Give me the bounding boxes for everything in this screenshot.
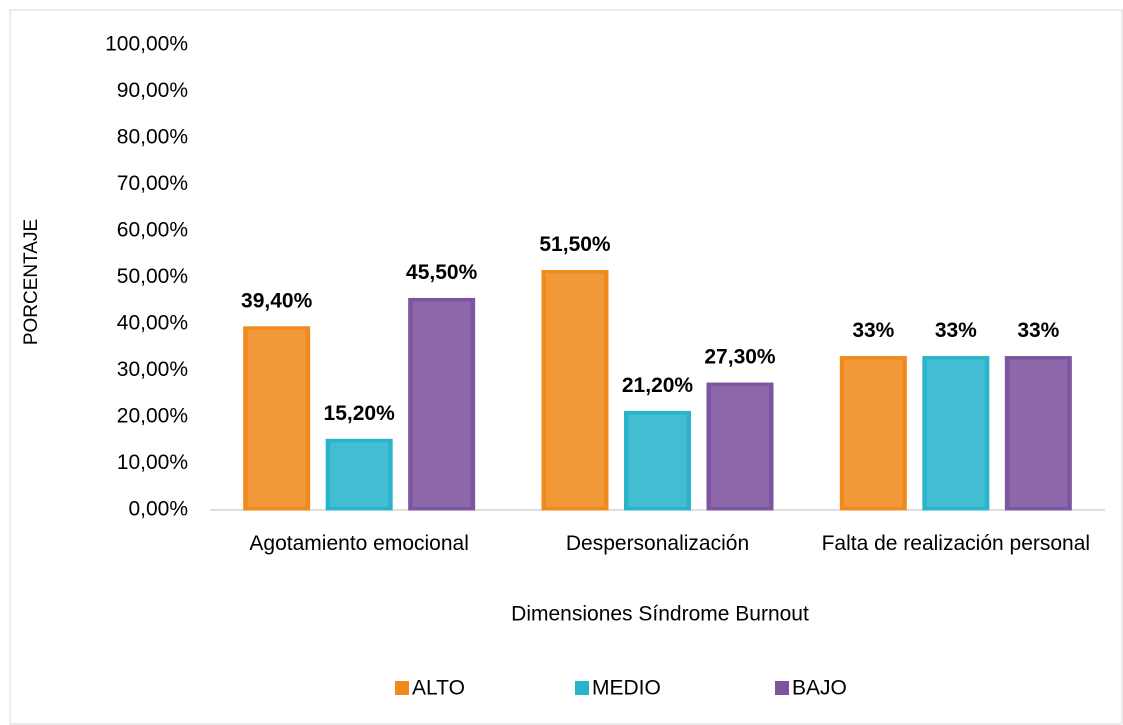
bar-highlight <box>1009 359 1068 507</box>
x-tick-label: Agotamiento emocional <box>249 532 469 555</box>
bar-highlight <box>247 329 306 507</box>
x-tick-label: Falta de realización personal <box>821 532 1091 555</box>
legend-label: BAJO <box>792 677 847 700</box>
legend-swatch <box>575 681 589 695</box>
bar <box>243 326 311 511</box>
legend-swatch <box>395 681 409 695</box>
data-label: 27,30% <box>704 346 776 369</box>
data-label: 51,50% <box>539 233 611 256</box>
bar <box>922 356 990 511</box>
bar <box>624 410 691 511</box>
data-label: 45,50% <box>406 261 478 284</box>
y-tick-label: 100,00% <box>105 33 188 56</box>
data-label: 15,20% <box>324 402 396 425</box>
y-tick-label: 90,00% <box>117 79 188 102</box>
bar <box>706 382 774 511</box>
y-tick-label: 60,00% <box>117 219 188 242</box>
data-label: 21,20% <box>622 374 694 397</box>
y-tick-label: 10,00% <box>117 451 188 474</box>
y-tick-label: 50,00% <box>117 265 188 288</box>
bar <box>408 297 476 511</box>
legend-swatch <box>775 681 789 695</box>
data-label: 33% <box>935 319 977 342</box>
y-tick-label: 20,00% <box>117 405 188 428</box>
legend-label: MEDIO <box>592 677 661 700</box>
bar <box>541 270 609 511</box>
data-label: 33% <box>852 319 894 342</box>
x-tick-label: Despersonalización <box>565 532 750 555</box>
x-axis-title: Dimensiones Síndrome Burnout <box>511 603 809 626</box>
bar-highlight <box>546 273 604 507</box>
y-tick-label: 40,00% <box>117 312 188 335</box>
legend-label: ALTO <box>412 677 465 700</box>
bar-highlight <box>628 414 687 507</box>
bar <box>1004 356 1072 511</box>
y-axis-title: PORCENTAJE <box>21 219 42 345</box>
y-tick-label: 70,00% <box>117 172 188 195</box>
bar-highlight <box>330 442 389 507</box>
bar-highlight <box>926 359 985 507</box>
bar-highlight <box>844 359 903 507</box>
y-tick-label: 30,00% <box>117 358 188 381</box>
data-label: 33% <box>1017 319 1059 342</box>
bar-highlight <box>412 301 471 507</box>
bar-highlight <box>711 386 769 507</box>
y-tick-label: 80,00% <box>117 126 188 149</box>
data-label: 39,40% <box>241 289 313 312</box>
y-tick-label: 0,00% <box>128 498 188 521</box>
bar <box>839 356 907 511</box>
bar <box>325 438 393 511</box>
